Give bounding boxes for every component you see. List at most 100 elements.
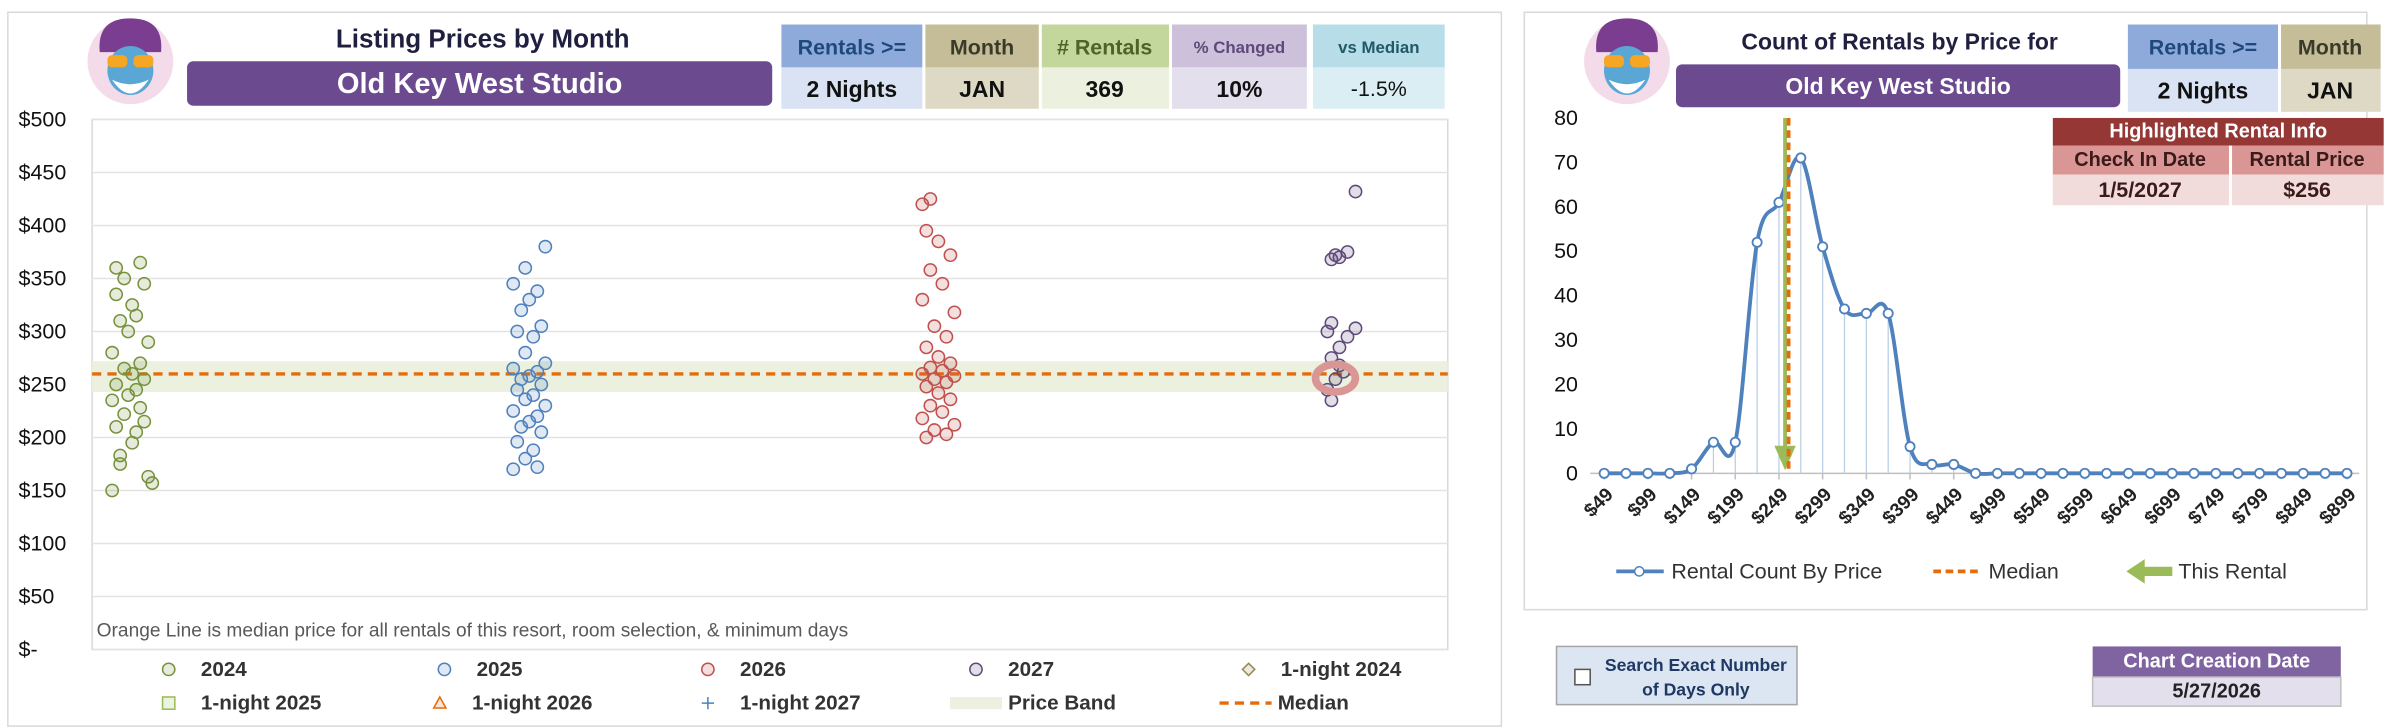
- point: [943, 356, 958, 371]
- point: [534, 425, 549, 440]
- point: [1664, 467, 1676, 479]
- y-tick-label: $100: [19, 531, 67, 555]
- checkbox-label[interactable]: Search Exact Number: [1605, 655, 1787, 675]
- legend-label: 2026: [740, 658, 786, 681]
- point: [1328, 248, 1343, 263]
- avatar: [87, 18, 174, 105]
- point: [2057, 467, 2069, 479]
- point: [1324, 316, 1339, 330]
- creation-date-label: Chart Creation Date: [2123, 651, 2310, 673]
- point: [137, 276, 152, 291]
- point: [526, 329, 541, 344]
- point: [526, 443, 541, 458]
- header-cell: [1312, 24, 1445, 68]
- point: [2122, 467, 2135, 479]
- point: [518, 260, 533, 275]
- point: [2101, 467, 2113, 479]
- point: [530, 409, 545, 424]
- legend-marker: [437, 662, 452, 677]
- point: [117, 361, 132, 376]
- point: [117, 271, 132, 286]
- header-value: JAN: [2307, 77, 2353, 103]
- point: [1332, 340, 1347, 355]
- info-value-cell: [2232, 174, 2384, 206]
- point: [514, 303, 529, 318]
- point: [109, 419, 124, 434]
- point: [506, 462, 521, 477]
- point: [530, 460, 545, 475]
- point: [2013, 467, 2025, 479]
- date-label-cell: [2092, 646, 2341, 678]
- checkbox[interactable]: [1574, 668, 1591, 686]
- subtitle-banner: [187, 61, 773, 106]
- y-tick-label: $150: [19, 478, 67, 502]
- legend-marker: [161, 696, 176, 710]
- point: [129, 382, 144, 397]
- info-header: Check In Date: [2074, 149, 2206, 171]
- point: [510, 434, 525, 449]
- point: [2166, 467, 2178, 479]
- point: [1642, 467, 1654, 479]
- point: [538, 239, 553, 254]
- header-cell: [1041, 24, 1169, 68]
- checkbox-label[interactable]: of Days Only: [1642, 679, 1750, 699]
- legend-label: 1-night 2024: [1281, 658, 1402, 681]
- point: [1707, 436, 1719, 448]
- point: [137, 372, 152, 387]
- point: [935, 276, 950, 291]
- y-tick-label: 80: [1554, 106, 1578, 130]
- point: [121, 324, 136, 339]
- point: [1620, 467, 1632, 479]
- point: [2275, 467, 2287, 479]
- point: [931, 350, 946, 364]
- point: [1340, 245, 1355, 259]
- point: [522, 369, 537, 383]
- point: [1348, 184, 1363, 199]
- annotation: Orange Line is median price for all rent…: [97, 621, 849, 642]
- header-cell: [925, 24, 1039, 68]
- point: [518, 451, 533, 466]
- checkbox-panel[interactable]: [1555, 645, 1798, 706]
- point: [927, 423, 942, 437]
- legend-label: 2025: [477, 658, 523, 681]
- point: [915, 411, 930, 426]
- point: [2319, 467, 2331, 479]
- header-label: Month: [950, 35, 1014, 59]
- point: [1970, 467, 1982, 479]
- point: [1598, 467, 1610, 479]
- legend-label: Median: [1988, 559, 2058, 583]
- y-tick-label: 70: [1554, 150, 1578, 174]
- y-tick-label: $300: [19, 319, 67, 343]
- chart-subtitle: Old Key West Studio: [1785, 73, 2010, 99]
- y-tick-label: 50: [1554, 239, 1578, 263]
- header-cell: [2127, 24, 2278, 69]
- info-value-cell: [2052, 174, 2229, 206]
- y-tick-label: 60: [1554, 195, 1578, 219]
- legend-label: Median: [1278, 692, 1349, 715]
- info-title: Highlighted Rental Info: [2109, 121, 2327, 143]
- point: [2297, 467, 2309, 479]
- point: [1991, 467, 2003, 479]
- point: [2210, 467, 2222, 479]
- legend-marker: [701, 696, 715, 710]
- point: [526, 388, 541, 402]
- y-tick-label: $500: [19, 107, 67, 131]
- point: [923, 263, 938, 277]
- point: [1948, 458, 1960, 470]
- chart-title: Listing Prices by Month: [336, 23, 630, 53]
- point: [927, 319, 942, 334]
- point: [538, 398, 553, 413]
- y-tick-label: $50: [19, 584, 55, 608]
- point: [1340, 329, 1355, 344]
- exact-days-checkbox[interactable]: Search Exact Number of Days Only: [1555, 645, 1798, 706]
- header-value: 369: [1085, 76, 1123, 102]
- point: [943, 248, 958, 263]
- point: [1817, 241, 1829, 253]
- point: [919, 340, 934, 355]
- legend-label: 2024: [201, 658, 247, 681]
- point: [923, 398, 938, 413]
- legend-label: 1-night 2025: [201, 692, 322, 715]
- point: [105, 483, 120, 498]
- point: [109, 377, 124, 392]
- point: [931, 386, 946, 400]
